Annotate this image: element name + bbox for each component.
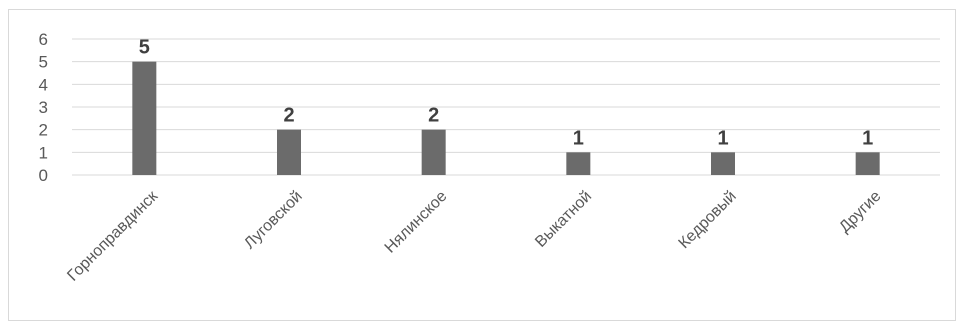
data-label: 1 bbox=[862, 127, 873, 149]
data-label: 2 bbox=[283, 105, 294, 127]
y-tick-label: 1 bbox=[39, 143, 48, 162]
bar bbox=[277, 129, 301, 175]
x-axis-ticks: Горноправдинск Луговской Нялинское Выкатной… bbox=[64, 187, 884, 285]
y-tick-label: 3 bbox=[39, 98, 48, 117]
bar bbox=[711, 152, 735, 175]
chart-frame bbox=[8, 9, 956, 321]
data-label: 5 bbox=[139, 37, 150, 59]
x-tick-label: Другие bbox=[836, 188, 884, 236]
y-tick-label: 5 bbox=[39, 53, 48, 72]
bar bbox=[421, 129, 446, 175]
bar bbox=[855, 152, 880, 175]
bar bbox=[132, 61, 157, 175]
y-tick-label: 0 bbox=[39, 166, 48, 185]
data-label: 1 bbox=[573, 127, 584, 149]
x-tick-label: Выкатной bbox=[532, 188, 595, 251]
gridlines bbox=[72, 38, 940, 176]
y-tick-label: 6 bbox=[39, 30, 48, 49]
x-tick-label: Горноправдинск bbox=[64, 187, 162, 285]
y-tick-label: 4 bbox=[39, 75, 48, 94]
y-axis-ticks: 0 1 2 3 4 5 6 bbox=[39, 30, 48, 185]
data-labels: 5 2 2 1 1 1 bbox=[139, 37, 873, 150]
x-tick-label: Кедровый bbox=[676, 188, 740, 252]
y-tick-label: 2 bbox=[39, 121, 48, 140]
x-tick-label: Нялинское bbox=[382, 188, 451, 257]
bar bbox=[566, 152, 591, 175]
x-tick-label: Луговской bbox=[241, 188, 306, 253]
data-label: 1 bbox=[717, 127, 728, 149]
data-label: 2 bbox=[428, 105, 439, 127]
bars bbox=[132, 61, 880, 175]
